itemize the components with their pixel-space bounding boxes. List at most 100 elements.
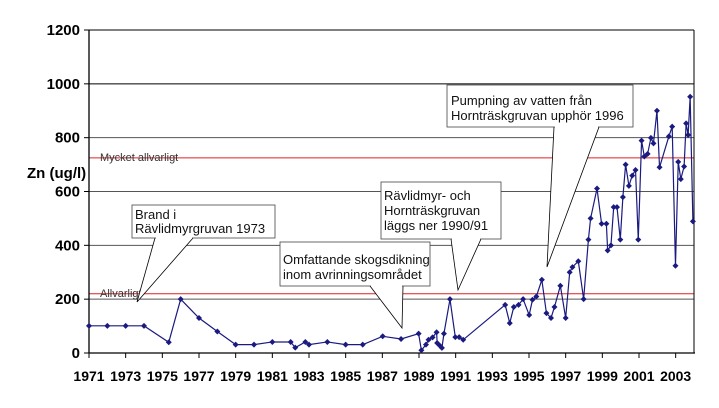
y-tick-labels: 0 200 400 600 800 1000 1200 (47, 22, 89, 362)
x-tick-label: 2001 (623, 368, 654, 384)
data-point (635, 236, 642, 243)
y-tick-label: 1000 (47, 76, 80, 93)
data-point (506, 320, 513, 327)
y-tick-label: 200 (55, 291, 80, 308)
annotation-text: Hornträskgruvan (384, 203, 480, 218)
data-point (440, 330, 447, 337)
x-tick-label: 1991 (440, 368, 471, 384)
x-tick-label: 1983 (293, 368, 324, 384)
annotation-text: Pumpning av vatten från (451, 93, 592, 108)
x-tick-label: 1973 (110, 368, 141, 384)
annotation-text: Omfattande skogsdikning (283, 252, 430, 267)
y-axis-label: Zn (ug/l) (27, 165, 86, 182)
data-point (617, 236, 624, 243)
threshold-label: Mycket allvarligt (100, 152, 178, 164)
data-point (607, 242, 614, 249)
data-point (510, 303, 517, 310)
y-tick-label: 400 (55, 237, 80, 254)
x-tick-label: 1981 (257, 368, 288, 384)
data-point (669, 123, 676, 130)
data-point (446, 296, 453, 303)
annotation-text: inom avrinningsområdet (283, 267, 422, 282)
x-tick-label: 1979 (220, 368, 251, 384)
y-tick-label: 1200 (47, 22, 80, 39)
y-tick-label: 800 (55, 130, 80, 147)
data-point (650, 140, 657, 147)
data-point (683, 120, 690, 127)
data-point (141, 322, 147, 329)
data-point (625, 182, 632, 189)
x-tick-label: 1997 (550, 368, 581, 384)
data-point (656, 164, 663, 171)
data-point (538, 276, 545, 283)
data-point (638, 137, 645, 144)
data-point (629, 172, 636, 179)
data-point (324, 338, 331, 345)
data-point (359, 341, 366, 348)
data-point (456, 334, 463, 341)
data-point (515, 301, 522, 308)
data-point (557, 282, 564, 289)
data-point (214, 328, 221, 335)
y-tick-label: 0 (72, 345, 80, 362)
x-tick-label: 1993 (477, 368, 508, 384)
data-point (665, 133, 672, 140)
data-point (438, 344, 445, 351)
data-point (675, 158, 682, 165)
data-point (632, 166, 639, 173)
data-point (415, 330, 422, 337)
annotation-text: läggs ner 1990/91 (384, 218, 488, 233)
data-point (520, 296, 527, 303)
data-point (653, 107, 660, 114)
y-tick-label: 600 (55, 184, 80, 201)
data-point (610, 204, 617, 211)
data-point (292, 344, 299, 351)
data-point (672, 262, 679, 269)
data-point (575, 258, 582, 265)
data-point (594, 185, 601, 192)
x-tick-labels: 1971 1973 1975 1977 1979 1981 1983 1985 1987 1989… (73, 353, 691, 384)
x-tick-label: 1985 (330, 368, 361, 384)
data-point (548, 315, 554, 322)
data-point (622, 161, 629, 168)
annotation-text: Hornträskgruvan upphör 1996 (451, 108, 624, 123)
data-point (619, 194, 626, 201)
zn-series (86, 93, 696, 354)
data-point (104, 322, 111, 329)
x-tick-label: 1995 (513, 368, 544, 384)
data-point (598, 220, 605, 227)
data-point (647, 134, 654, 141)
annotation-gruvor-nedlaggning: Rävlidmyr- och Hornträskgruvan läggs ner… (380, 181, 502, 292)
data-point (287, 338, 294, 345)
data-point (502, 301, 509, 308)
annotation-skogsdikning: Omfattande skogsdikning inom avrinningso… (279, 241, 431, 330)
annotation-brand-1973: Brand i Rävlidmyrgruvan 1973 (131, 204, 276, 303)
data-point (460, 336, 467, 343)
data-point (425, 336, 432, 343)
data-point (603, 220, 610, 227)
threshold-label: Allvarligt (100, 288, 142, 300)
data-point (269, 338, 276, 345)
data-point (587, 215, 594, 222)
data-point (422, 341, 429, 348)
data-point (526, 312, 533, 319)
data-point (585, 236, 592, 243)
x-tick-label: 1975 (147, 368, 178, 384)
data-point (685, 131, 692, 138)
data-point (232, 341, 239, 348)
data-point (543, 310, 550, 317)
data-point (418, 347, 425, 354)
x-tick-label: 1989 (403, 368, 434, 384)
data-point (566, 269, 573, 276)
data-point (689, 218, 696, 225)
x-tick-label: 1999 (587, 368, 618, 384)
data-point (429, 334, 436, 341)
annotation-pumpning: Pumpning av vatten från Hornträskgruvan … (446, 84, 634, 268)
data-point (569, 264, 576, 271)
data-point (644, 150, 651, 157)
data-point (533, 293, 540, 300)
data-point (302, 338, 309, 345)
data-point (342, 341, 349, 348)
annotation-text: Brand i (135, 207, 176, 222)
